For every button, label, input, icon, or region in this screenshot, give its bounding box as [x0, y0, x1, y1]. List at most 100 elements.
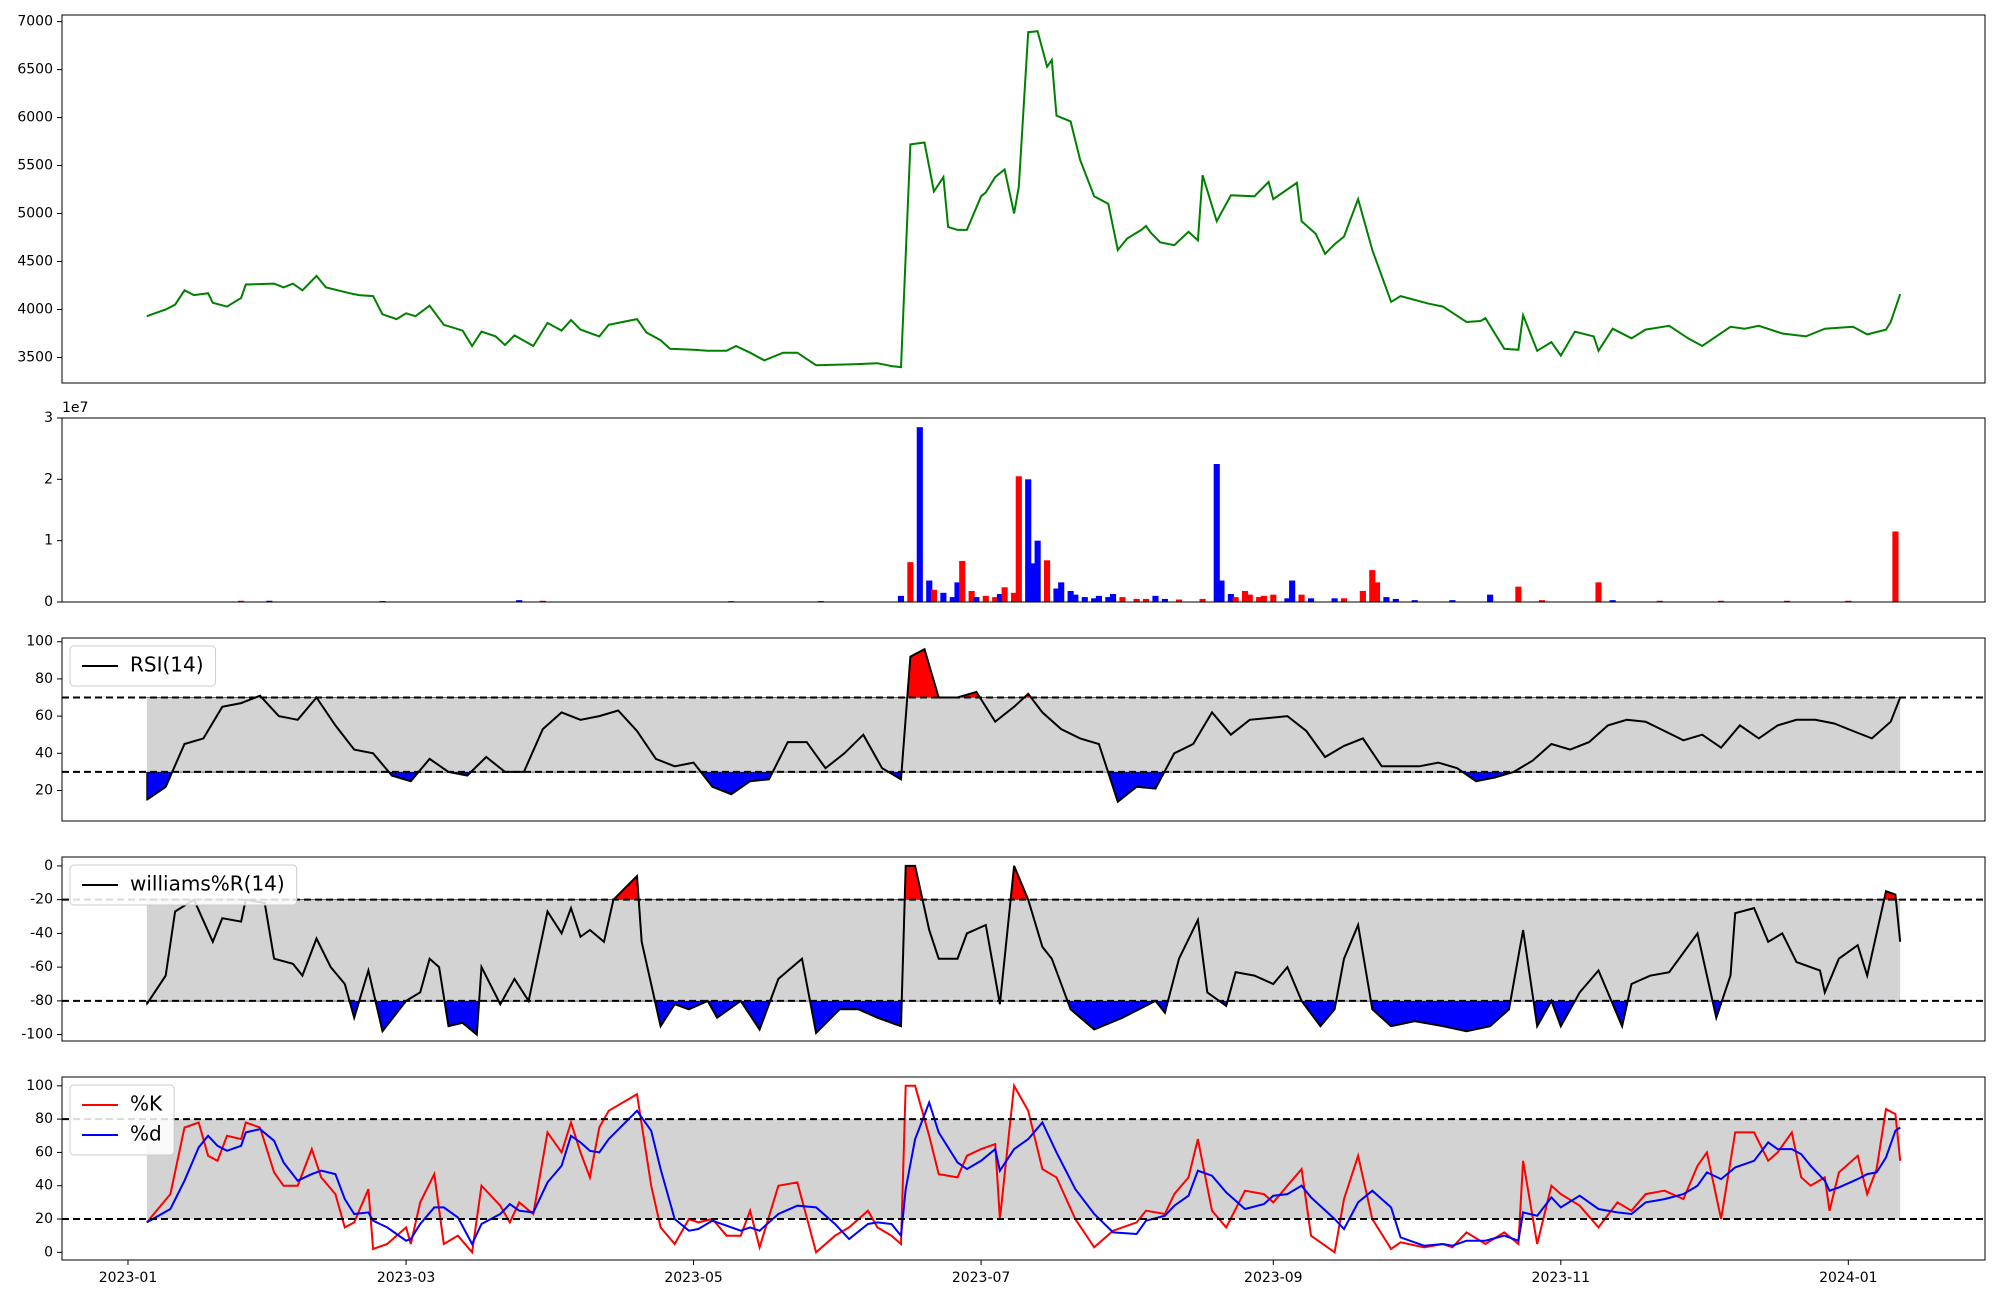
bar — [1218, 580, 1225, 602]
y-tick-label: 0 — [44, 858, 53, 874]
bar — [266, 600, 273, 602]
y-tick-label: 40 — [35, 1178, 53, 1194]
x-tick-label: 2023-07 — [952, 1270, 1011, 1286]
bar — [1067, 590, 1074, 602]
y-offset-label: 1e7 — [62, 400, 88, 416]
y-tick-label: 2 — [44, 471, 53, 487]
legend: %K %d — [69, 1084, 175, 1156]
bar — [1034, 540, 1041, 602]
bar — [1340, 598, 1348, 602]
bar — [897, 595, 905, 602]
panel: 0 20 40 60 80 100 2023-01 2023-03 2023-05 2023-07… — [26, 1076, 1986, 1286]
bar — [973, 597, 980, 602]
panel: 0 1 2 3 1e7 — [44, 400, 1986, 610]
y-tick-label: -40 — [30, 925, 53, 941]
bar — [996, 594, 1003, 602]
panel: 3500 4000 4500 5000 5500 6000 6500 7000 — [17, 14, 1986, 384]
legend-box — [69, 645, 217, 687]
bar — [1091, 598, 1098, 602]
bar — [992, 597, 999, 602]
x-tick-label: 2023-09 — [1244, 1270, 1303, 1286]
x-tick-label: 2023-03 — [377, 1270, 436, 1286]
y-tick-label: 7000 — [17, 14, 53, 30]
bar — [1449, 600, 1456, 602]
legend-label: williams%R(14) — [130, 872, 285, 896]
bar — [1595, 582, 1602, 602]
oversold-fill — [146, 1000, 1901, 1036]
bar — [1284, 598, 1291, 602]
y-tick-label: 60 — [35, 1144, 53, 1160]
panel-frame — [61, 1076, 1986, 1261]
y-tick-label: 6000 — [17, 110, 53, 126]
series-line — [146, 30, 1902, 369]
bar — [1246, 594, 1253, 602]
threshold-band — [146, 899, 1901, 1001]
y-tick-label: 20 — [35, 783, 53, 799]
y-tick-label: 100 — [26, 1078, 53, 1094]
panel-frame — [61, 14, 1986, 384]
y-tick-label: 5000 — [17, 206, 53, 222]
threshold-band — [146, 697, 1901, 772]
bar — [1298, 594, 1305, 602]
bar — [1053, 588, 1060, 602]
bar — [930, 589, 938, 602]
x-tick-label: 2023-11 — [1532, 1270, 1591, 1286]
bar — [1015, 476, 1022, 602]
bar — [959, 560, 966, 602]
y-tick-label: 5500 — [17, 158, 53, 174]
bar — [1241, 590, 1249, 602]
bar — [1717, 600, 1725, 602]
bar — [1289, 580, 1296, 602]
series-line — [145, 864, 1902, 1037]
bar — [1161, 598, 1168, 602]
bar — [1152, 595, 1159, 602]
bar — [1227, 594, 1234, 602]
bar — [968, 590, 975, 602]
bar — [1081, 597, 1088, 602]
series-line — [146, 1082, 1902, 1255]
bar — [1383, 597, 1390, 602]
x-tick-label: 2023-05 — [664, 1270, 723, 1286]
bar — [516, 600, 523, 602]
y-tick-label: 3 — [44, 410, 53, 426]
y-tick-label: 6500 — [17, 62, 53, 78]
bar — [1609, 600, 1616, 602]
y-tick-label: -20 — [30, 892, 53, 908]
bar — [1109, 594, 1117, 602]
y-tick-label: 4000 — [17, 301, 53, 317]
panel: -100 -80 -60 -40 -20 0 williams%R(14) — [21, 856, 1986, 1043]
bar — [1256, 597, 1263, 602]
y-tick-label: 1 — [44, 533, 53, 549]
y-tick-label: -80 — [30, 993, 53, 1009]
panel-frame — [61, 856, 1986, 1042]
bar — [982, 595, 989, 602]
bar — [1119, 597, 1126, 602]
bar — [1199, 598, 1206, 602]
y-tick-label: 40 — [35, 745, 53, 761]
y-tick-label: -100 — [21, 1027, 53, 1043]
y-tick-label: 60 — [35, 708, 53, 724]
bar — [1029, 563, 1036, 602]
panel: 20 40 60 80 100 RSI(14) — [26, 634, 1986, 822]
bar — [1133, 598, 1140, 602]
legend-label: RSI(14) — [130, 653, 204, 677]
panel-frame — [61, 417, 1986, 603]
bar — [1175, 599, 1183, 602]
bar — [1392, 598, 1399, 602]
panel-frame — [61, 637, 1986, 822]
bar — [1373, 582, 1381, 602]
legend-label: %K — [130, 1092, 163, 1116]
y-tick-label: 80 — [35, 671, 53, 687]
series-line — [146, 647, 1902, 804]
bar — [926, 580, 933, 602]
bar — [1058, 582, 1065, 602]
bar — [1369, 570, 1376, 602]
legend-box — [69, 1084, 175, 1156]
bar — [1095, 595, 1102, 602]
bar — [940, 592, 947, 602]
x-tick-label: 2024-01 — [1819, 1270, 1878, 1286]
bar — [1213, 464, 1220, 602]
bar — [1411, 600, 1418, 602]
